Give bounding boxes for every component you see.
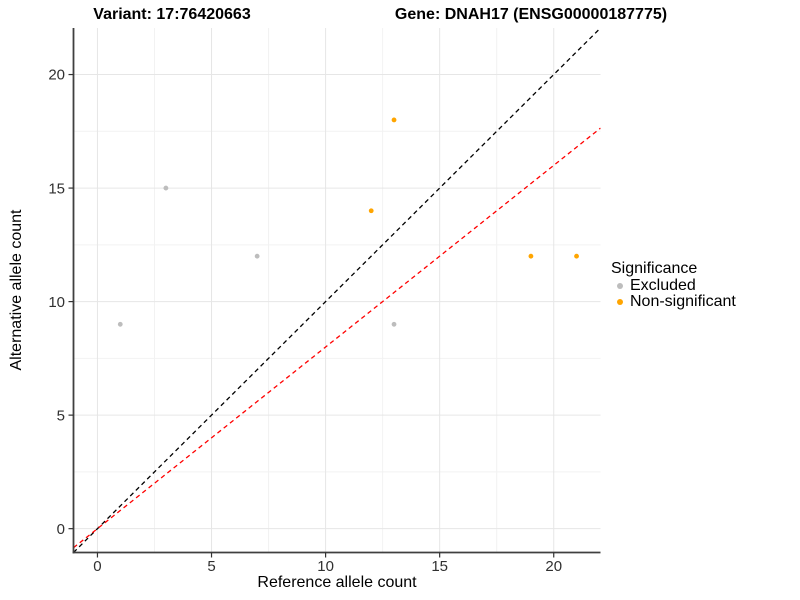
- legend-items: Excluded Non-significant: [611, 277, 736, 310]
- y-tick-label: 10: [48, 294, 65, 311]
- series-non-significant: [368, 117, 579, 259]
- y-tick-label: 5: [57, 407, 65, 424]
- data-point: [574, 253, 579, 259]
- y-tick-label: 15: [48, 180, 65, 197]
- reference-lines: [73, 28, 601, 553]
- data-point: [117, 321, 123, 327]
- axis-lines: [72, 28, 601, 554]
- gene-title: Gene: DNAH17 (ENSG00000187775): [394, 6, 668, 23]
- x-tick-label: 0: [93, 558, 101, 575]
- allelic-ratio-line: [73, 127, 601, 549]
- y-tick-label: 0: [57, 521, 65, 538]
- tick-marks: [68, 73, 555, 558]
- grid-major: [73, 28, 601, 553]
- legend-item-label: Excluded: [630, 277, 696, 294]
- legend: Significance Excluded Non-significant: [611, 260, 736, 310]
- x-tick-label: 20: [545, 558, 562, 575]
- identity-line: [73, 28, 601, 553]
- legend-title: Significance: [611, 260, 698, 277]
- y-tick-label: 20: [48, 67, 65, 84]
- data-point: [528, 253, 534, 259]
- legend-item-excluded: Excluded: [611, 277, 736, 294]
- legend-item-label: Non-significant: [630, 293, 736, 310]
- legend-key-dot-icon: [617, 299, 623, 305]
- data-point: [163, 185, 169, 191]
- grid-minor: [73, 28, 601, 553]
- data-point: [368, 208, 374, 214]
- data-point: [391, 117, 397, 123]
- data-point: [391, 321, 397, 327]
- legend-key-dot-icon: [617, 283, 623, 289]
- y-axis-title: Alternative allele count: [8, 209, 25, 371]
- x-axis-title: Reference allele count: [257, 574, 417, 591]
- x-tick-label: 10: [317, 558, 334, 575]
- series-excluded: [117, 185, 397, 327]
- variant-title: Variant: 17:76420663: [93, 6, 251, 23]
- data-points: [117, 117, 579, 327]
- x-tick-label: 5: [207, 558, 215, 575]
- legend-item-non-significant: Non-significant: [611, 293, 736, 310]
- tick-labels: 0 5 10 15 20 0 5 10 15 20: [48, 67, 562, 575]
- data-point: [254, 253, 260, 259]
- x-tick-label: 15: [431, 558, 448, 575]
